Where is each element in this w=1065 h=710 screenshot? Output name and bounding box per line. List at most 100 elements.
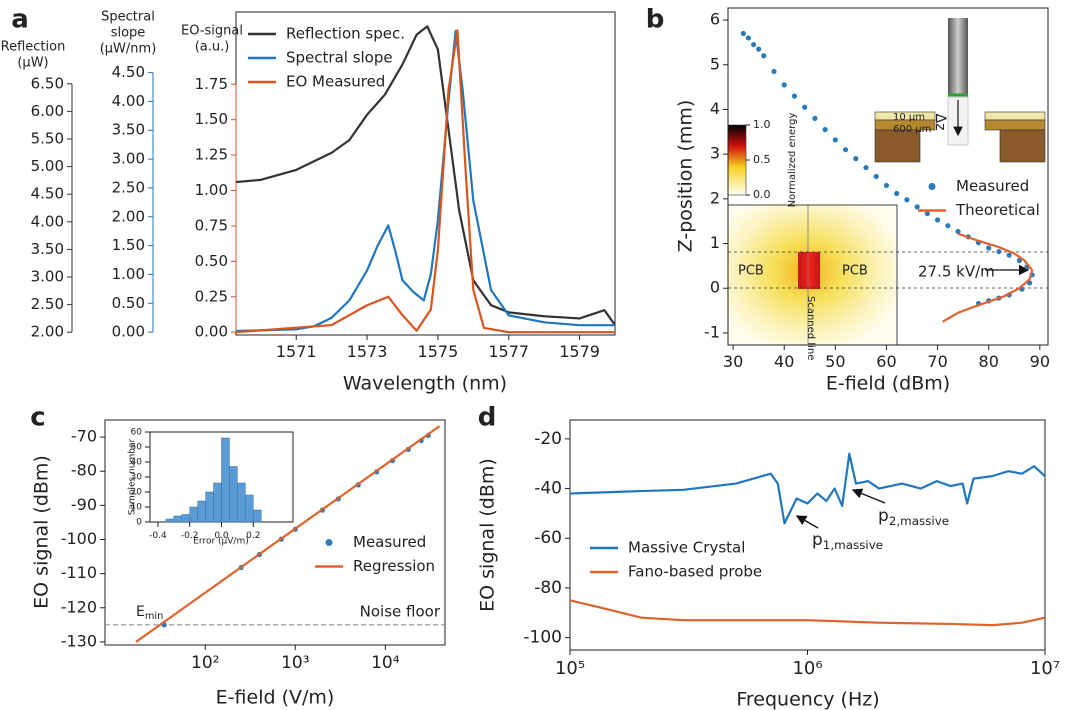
y-tick-label: 20 — [131, 488, 143, 498]
data-point — [945, 223, 951, 229]
y-tick-label: 1.00 — [195, 181, 228, 199]
y-tick-label: 4.50 — [112, 63, 145, 81]
histogram-bar — [173, 515, 183, 523]
panel: b 30 40 50 60 70 80 90 E-field (dBm) -1 0 1 2 3 4 5 6 Z-p… — [646, 5, 1050, 395]
annotation-main: E — [136, 604, 145, 620]
y-tick-label: 2.50 — [31, 295, 64, 313]
y-tick-label: 1.50 — [195, 110, 228, 128]
histogram-bar — [253, 509, 262, 523]
legend-label: Measured — [353, 533, 426, 551]
data-point — [904, 197, 910, 203]
y-tick-label: -130 — [61, 631, 97, 650]
x-tick-label: 80 — [979, 352, 999, 371]
y-tick-label: 6.00 — [31, 102, 64, 120]
data-line — [235, 29, 615, 333]
annotation: p2,massive — [878, 506, 949, 528]
y-tick-label: 5 — [710, 54, 720, 73]
annotation: Emin — [136, 604, 163, 622]
legend-label: Massive Crystal — [628, 539, 745, 557]
x-tick-label: 1577 — [488, 342, 529, 361]
y-tick-label: 5.00 — [31, 157, 64, 175]
data-point — [1016, 257, 1022, 264]
y-tick-label: 2.50 — [112, 178, 145, 196]
x-tick-label: 10⁶ — [792, 658, 822, 679]
data-point — [853, 156, 859, 162]
legend-label: Reflection spec. — [286, 25, 405, 43]
y-tick-label: 1.00 — [112, 265, 145, 283]
y-tick-label: 0.50 — [195, 252, 228, 270]
y-tick-label: 3.00 — [112, 150, 145, 168]
data-point — [740, 30, 746, 37]
data-point — [832, 137, 838, 143]
y-tick-label: -80 — [71, 461, 97, 480]
legend-label: Regression — [353, 557, 435, 575]
data-line — [569, 599, 1046, 627]
legend-label: Fano-based probe — [628, 563, 762, 581]
x-tick-label: 1571 — [276, 342, 317, 361]
y-tick-label: -100 — [523, 628, 562, 648]
y-tick-label: 1.50 — [112, 236, 145, 254]
y-tick-label: 1 — [710, 233, 720, 252]
x-tick-label: 0.2 — [246, 531, 260, 541]
colorbar-tick-label: 0.5 — [753, 153, 771, 166]
y-tick-label: 0 — [710, 278, 720, 297]
panel-letter: c — [30, 403, 45, 433]
plot-frame — [727, 7, 1049, 346]
y-tick-label: -120 — [61, 597, 97, 616]
y-tick-label: 1.75 — [195, 75, 228, 93]
y-tick-label: 0.00 — [195, 323, 228, 341]
data-point — [791, 93, 798, 99]
colorbar — [727, 124, 747, 196]
data-point — [812, 115, 818, 121]
y-tick-label: 5.50 — [31, 129, 64, 147]
annotation-subscript: 1,massive — [823, 538, 883, 552]
annotation: Δz — [932, 114, 948, 131]
data-point — [822, 126, 828, 133]
histogram-bar — [229, 466, 238, 523]
x-tick-label: 10² — [191, 653, 219, 673]
panel: c 10² 10³ 10⁴ E-field (V/m) -70 -80 -90 -100 -110… — [30, 403, 446, 709]
x-tick-label: -0.2 — [181, 531, 199, 541]
y-tick-label: 2 — [710, 188, 720, 207]
x-axis-title: Frequency (Hz) — [736, 689, 879, 710]
data-line — [235, 29, 615, 334]
legend-label: Measured — [956, 177, 1029, 195]
data-line — [942, 232, 1034, 323]
plot-frame — [104, 419, 446, 646]
y-tick-label: 6.50 — [31, 74, 64, 92]
data-point — [761, 53, 767, 59]
annotation: PCB — [842, 264, 868, 279]
plot-frame — [569, 419, 1046, 651]
panel-letter: b — [646, 5, 665, 35]
field-map — [727, 204, 1048, 346]
data-line — [235, 25, 616, 326]
histogram-bar — [205, 491, 214, 523]
x-tick-label: 50 — [825, 352, 845, 371]
x-tick-label: 40 — [774, 352, 794, 371]
annotation: p1,massive — [812, 530, 883, 552]
y-tick-label: -20 — [534, 429, 562, 449]
histogram-bar — [181, 514, 190, 523]
y-tick-label: 30 — [131, 473, 143, 483]
data-point — [934, 217, 941, 223]
x-tick-label: 10⁷ — [1030, 658, 1060, 679]
histogram-bar — [245, 494, 254, 523]
y-axis-title: (a.u.) — [195, 40, 230, 55]
panel: a 1571 1573 1575 1577 1579 Wavelength (nm) 2.00… — [1, 5, 616, 395]
y-tick-label: 0.25 — [195, 287, 228, 305]
x-tick-label: 90 — [1030, 352, 1050, 371]
y-tick-label: 0 — [136, 518, 142, 528]
y-tick-label: 0.00 — [112, 323, 145, 341]
y-tick-label: -110 — [61, 563, 97, 582]
x-tick-label: 10³ — [281, 653, 309, 673]
arrow — [795, 515, 819, 529]
annotation: Scanned line — [805, 296, 816, 360]
data-point — [802, 104, 808, 110]
data-point — [894, 190, 900, 197]
x-tick-label: 1573 — [347, 342, 388, 361]
y-tick-label: 4.50 — [31, 185, 64, 203]
data-point — [863, 164, 869, 171]
x-tick-label: 0.0 — [214, 531, 229, 541]
